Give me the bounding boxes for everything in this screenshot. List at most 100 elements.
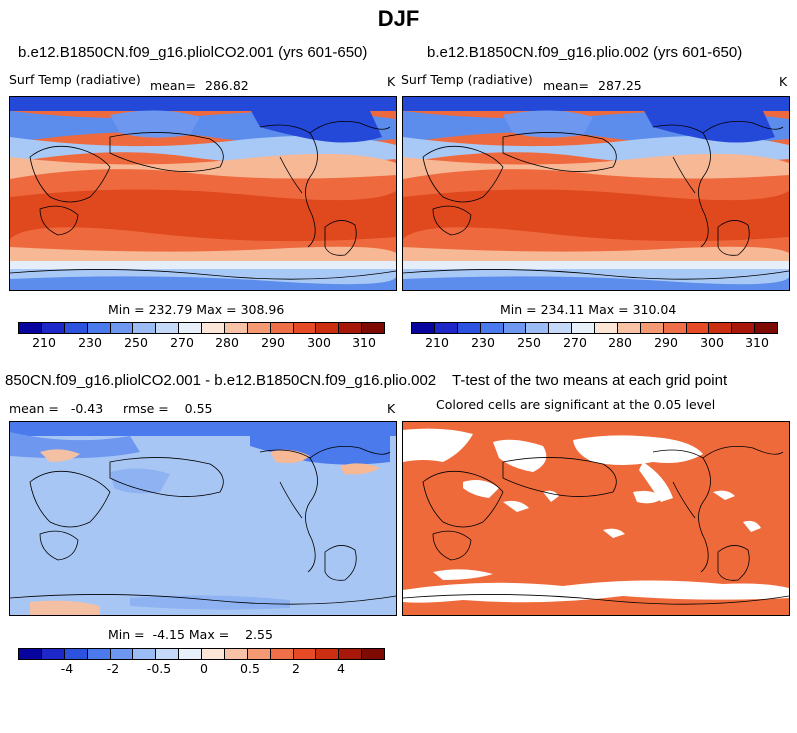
colorbar-swatch — [732, 323, 756, 333]
colorbar-2-label: 230 — [471, 335, 495, 350]
colorbar-1-label: 300 — [307, 335, 331, 350]
colorbar-swatch — [110, 323, 134, 333]
colorbar-2-label: 210 — [425, 335, 449, 350]
colorbar-swatch — [640, 323, 664, 333]
colorbar-1-label: 250 — [124, 335, 148, 350]
panel1-variable: Surf Temp (radiative) — [9, 72, 141, 87]
colorbar-swatch — [434, 323, 458, 333]
panel3-units: K — [387, 401, 396, 416]
colorbar-swatch — [316, 323, 340, 333]
panel2-case-title: b.e12.B1850CN.f09_g16.plio.002 (yrs 601-… — [427, 44, 743, 61]
colorbar-swatch — [686, 323, 710, 333]
colorbar-3-label: 0 — [200, 661, 208, 676]
colorbar-3-label: 2 — [292, 661, 300, 676]
colorbar-swatch — [133, 649, 157, 659]
colorbar-2-swatches — [411, 322, 778, 334]
panel4-subtitle: Colored cells are significant at the 0.0… — [436, 397, 716, 412]
colorbar-2-label: 290 — [654, 335, 678, 350]
colorbar-swatch — [224, 649, 248, 659]
colorbar-2-label: 300 — [700, 335, 724, 350]
colorbar-1-label: 310 — [352, 335, 376, 350]
colorbar-1-label: 230 — [78, 335, 102, 350]
panel3-minmax: Min = -4.15 Max = 2.55 — [108, 627, 273, 642]
colorbar-swatch — [247, 323, 271, 333]
panel3-map — [9, 421, 397, 616]
colorbar-swatch — [549, 323, 573, 333]
colorbar-swatch — [64, 323, 88, 333]
colorbar-swatch — [87, 323, 111, 333]
panel4-map — [402, 421, 790, 616]
panel3-stats: mean = -0.43 rmse = 0.55 — [9, 401, 213, 416]
colorbar-swatch — [247, 649, 271, 659]
panel2-variable: Surf Temp (radiative) — [401, 72, 533, 87]
colorbar-2-label: 310 — [745, 335, 769, 350]
colorbar-swatch — [480, 323, 504, 333]
colorbar-swatch — [755, 323, 777, 333]
colorbar-swatch — [133, 323, 157, 333]
panel1-map — [9, 96, 397, 291]
panel4-title: T-test of the two means at each grid poi… — [452, 372, 728, 389]
colorbar-swatch — [293, 649, 317, 659]
surface-temp-map-2 — [403, 97, 789, 290]
colorbar-swatch — [19, 649, 42, 659]
colorbar-1: 210 230 250 270 280 290 300 310 — [18, 322, 385, 358]
colorbar-3-label: -2 — [106, 661, 120, 676]
colorbar-swatch — [41, 323, 65, 333]
colorbar-swatch — [412, 323, 435, 333]
panel1-mean-label: mean= — [150, 78, 196, 93]
colorbar-3: -4 -2 -0.5 0 0.5 2 4 — [18, 648, 385, 684]
difference-map — [10, 422, 396, 615]
colorbar-swatch — [617, 323, 641, 333]
panel1-minmax: Min = 232.79 Max = 308.96 — [108, 302, 285, 317]
panel1-case-title: b.e12.B1850CN.f09_g16.pliolCO2.001 (yrs … — [18, 44, 368, 61]
colorbar-swatch — [224, 323, 248, 333]
colorbar-1-swatches — [18, 322, 385, 334]
panel2-units: K — [779, 74, 788, 89]
colorbar-swatch — [572, 323, 595, 333]
colorbar-swatch — [110, 649, 134, 659]
colorbar-3-label: 4 — [337, 661, 345, 676]
colorbar-swatch — [41, 649, 65, 659]
colorbar-swatch — [362, 649, 384, 659]
colorbar-swatch — [457, 323, 481, 333]
colorbar-swatch — [270, 323, 294, 333]
panel2-mean-value: 287.25 — [598, 78, 642, 93]
colorbar-2: 210 230 250 270 280 290 300 310 — [411, 322, 778, 358]
colorbar-2-label: 270 — [563, 335, 587, 350]
surface-temp-map-1 — [10, 97, 396, 290]
colorbar-swatch — [316, 649, 340, 659]
colorbar-swatch — [362, 323, 384, 333]
colorbar-swatch — [156, 323, 180, 333]
panel3-case-title: 850CN.f09_g16.pliolCO2.001 - b.e12.B1850… — [5, 372, 437, 389]
significance-map — [403, 422, 789, 615]
colorbar-1-label: 280 — [215, 335, 239, 350]
colorbar-swatch — [156, 649, 180, 659]
colorbar-swatch — [293, 323, 317, 333]
colorbar-swatch — [202, 649, 225, 659]
panel2-map — [402, 96, 790, 291]
panel2-minmax: Min = 234.11 Max = 310.04 — [500, 302, 677, 317]
colorbar-3-label: 0.5 — [240, 661, 260, 676]
colorbar-swatch — [179, 649, 202, 659]
colorbar-1-label: 270 — [170, 335, 194, 350]
colorbar-1-label: 290 — [261, 335, 285, 350]
colorbar-swatch — [339, 323, 363, 333]
panel1-mean-value: 286.82 — [205, 78, 249, 93]
colorbar-3-label: -0.5 — [146, 661, 172, 676]
colorbar-swatch — [663, 323, 687, 333]
colorbar-swatch — [270, 649, 294, 659]
colorbar-swatch — [339, 649, 363, 659]
colorbar-swatch — [87, 649, 111, 659]
colorbar-swatch — [179, 323, 202, 333]
panel2-mean-label: mean= — [543, 78, 589, 93]
colorbar-2-label: 280 — [608, 335, 632, 350]
colorbar-swatch — [202, 323, 225, 333]
colorbar-3-swatches — [18, 648, 385, 660]
colorbar-3-label: -4 — [60, 661, 74, 676]
colorbar-2-label: 250 — [517, 335, 541, 350]
panel1-units: K — [387, 74, 396, 89]
figure-title: DJF — [377, 6, 420, 31]
colorbar-1-label: 210 — [32, 335, 56, 350]
colorbar-swatch — [595, 323, 618, 333]
colorbar-swatch — [709, 323, 733, 333]
